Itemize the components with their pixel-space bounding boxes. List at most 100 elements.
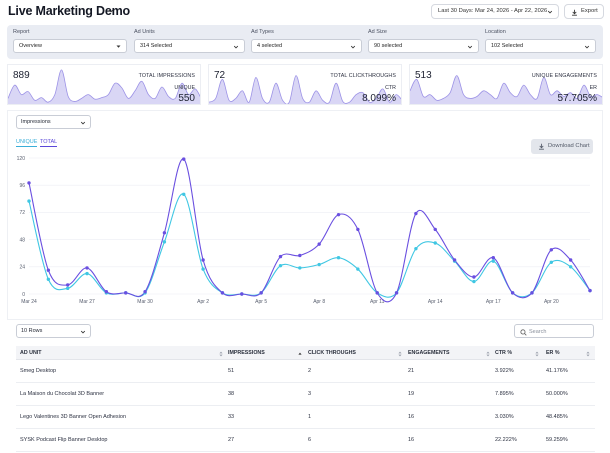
ad-types-select[interactable]: 4 selected: [251, 39, 362, 53]
data-point-unique[interactable]: [278, 263, 283, 268]
data-point-unique[interactable]: [491, 259, 495, 263]
data-point-unique[interactable]: [162, 240, 167, 244]
download-chart-button[interactable]: Download Chart: [531, 139, 593, 154]
search-input[interactable]: [529, 326, 591, 337]
chevron-down-icon[interactable]: [108, 8, 114, 14]
data-point-unique[interactable]: [568, 265, 573, 269]
tab-total[interactable]: TOTAL: [40, 139, 58, 147]
column-header-er[interactable]: ER %: [546, 346, 592, 360]
data-point-total[interactable]: [336, 212, 341, 217]
filter-label: Location: [485, 29, 506, 35]
x-tick-label: Mar 30: [137, 299, 153, 305]
filter-bar: Report Overview Ad Units 314 Selected Ad…: [7, 25, 603, 59]
tab-unique[interactable]: UNIQUE: [16, 139, 38, 147]
column-header-impressions[interactable]: IMPRESSIONS: [228, 346, 305, 360]
data-point-total[interactable]: [46, 268, 51, 272]
data-point-total[interactable]: [414, 211, 418, 216]
data-point-total[interactable]: [298, 253, 302, 258]
card-label: TOTAL IMPRESSIONS: [138, 73, 195, 79]
data-point-total[interactable]: [162, 231, 167, 235]
data-point-unique[interactable]: [433, 241, 437, 245]
report-select[interactable]: Overview: [13, 39, 127, 53]
data-point-unique[interactable]: [46, 277, 51, 281]
search-icon: [520, 328, 527, 336]
data-point-total[interactable]: [356, 227, 360, 232]
data-point-total[interactable]: [201, 258, 205, 262]
cell-click-throughs: 3: [308, 391, 312, 397]
table-row[interactable]: SYSK Podcast Flip Banner Desktop 27 6 16…: [16, 429, 595, 452]
filter-ad-size: Ad Size 90 selected: [368, 29, 479, 53]
data-point-total[interactable]: [104, 290, 109, 294]
data-point-total[interactable]: [452, 258, 457, 262]
sparkline-area: [209, 75, 401, 104]
filter-value: 314 Selected: [140, 43, 173, 49]
data-point-total[interactable]: [27, 181, 31, 185]
data-point-total[interactable]: [491, 256, 495, 260]
cell-impressions: 27: [228, 437, 235, 443]
y-tick-label: 24: [19, 265, 25, 271]
data-point-total[interactable]: [375, 291, 379, 295]
data-point-total[interactable]: [65, 283, 70, 287]
table-row[interactable]: Smeg Desktop 51 2 21 3.922% 41.176%: [16, 360, 595, 383]
data-point-unique[interactable]: [472, 279, 476, 284]
line-chart: 0 24 48 72 96 120 Mar 24 Mar 27 Mar 30 Apr 2 Apr 5…: [17, 156, 592, 305]
rows-per-page-select[interactable]: 10 Rows: [16, 324, 91, 338]
table-row[interactable]: La Maison du Chocolat 3D Banner 38 3 19 …: [16, 383, 595, 406]
card-sub-value: 550: [178, 93, 195, 104]
data-point-total[interactable]: [510, 291, 515, 295]
data-point-total[interactable]: [259, 291, 263, 295]
chevron-down-icon: [233, 45, 239, 49]
data-point-total[interactable]: [530, 291, 534, 295]
data-point-total[interactable]: [143, 290, 147, 294]
data-point-unique[interactable]: [298, 266, 302, 270]
data-point-unique[interactable]: [336, 256, 341, 260]
page-title[interactable]: Live Marketing Demo: [8, 4, 130, 18]
data-point-total[interactable]: [240, 292, 244, 296]
column-header-click-throughs[interactable]: CLICK THROUGHS: [308, 346, 404, 360]
data-point-unique[interactable]: [414, 246, 418, 251]
column-header-ctr[interactable]: CTR %: [495, 346, 541, 360]
card-impressions: 889 TOTAL IMPRESSIONS UNIQUE 550: [7, 64, 201, 105]
table-row[interactable]: Lego Valentines 3D Banner Open Adhesion …: [16, 406, 595, 429]
engagements-sparkline: [410, 75, 602, 104]
cell-ad-unit: SYSK Podcast Flip Banner Desktop: [20, 437, 108, 443]
cell-er: 50.000%: [546, 391, 568, 397]
data-point-total[interactable]: [124, 291, 128, 295]
metric-value: Impressions: [21, 119, 51, 125]
ad-size-select[interactable]: 90 selected: [368, 39, 479, 53]
data-point-unique[interactable]: [85, 271, 89, 276]
cell-ad-unit: Lego Valentines 3D Banner Open Adhesion: [20, 414, 127, 420]
column-header-engagements[interactable]: ENGAGEMENTS: [408, 346, 492, 360]
sparkline-line: [209, 75, 401, 104]
data-point-total[interactable]: [278, 254, 283, 259]
metric-select[interactable]: Impressions: [16, 115, 91, 129]
x-tick-label: Apr 20: [544, 299, 559, 305]
data-point-total[interactable]: [549, 248, 554, 252]
data-point-total[interactable]: [588, 288, 592, 293]
data-point-total[interactable]: [433, 227, 437, 232]
data-point-unique[interactable]: [201, 267, 205, 271]
date-range-button[interactable]: Last 30 Days: Mar 24, 2026 - Apr 22, 202…: [431, 4, 559, 19]
data-point-total[interactable]: [317, 242, 321, 246]
ad-units-select[interactable]: 314 Selected: [134, 39, 245, 53]
data-point-total[interactable]: [182, 157, 186, 161]
data-point-unique[interactable]: [356, 267, 360, 271]
data-point-unique[interactable]: [27, 199, 31, 203]
data-point-total[interactable]: [85, 266, 89, 270]
sort-icon: [535, 351, 539, 356]
data-point-total[interactable]: [220, 291, 225, 295]
location-select[interactable]: 102 Selected: [485, 39, 596, 53]
x-tick-label: Apr 17: [486, 299, 501, 305]
card-sub-value: 57.705%: [557, 93, 597, 104]
data-point-total[interactable]: [568, 258, 573, 262]
clickthroughs-sparkline: [209, 75, 401, 104]
sparkline-line: [8, 69, 200, 103]
data-point-unique[interactable]: [65, 286, 70, 291]
data-point-unique[interactable]: [182, 192, 186, 196]
data-point-total[interactable]: [472, 275, 476, 279]
column-header-ad-unit[interactable]: AD UNIT: [20, 346, 225, 360]
data-point-unique[interactable]: [317, 262, 321, 267]
export-button[interactable]: Export: [564, 4, 604, 19]
data-point-unique[interactable]: [549, 260, 554, 264]
data-point-total[interactable]: [394, 291, 399, 295]
